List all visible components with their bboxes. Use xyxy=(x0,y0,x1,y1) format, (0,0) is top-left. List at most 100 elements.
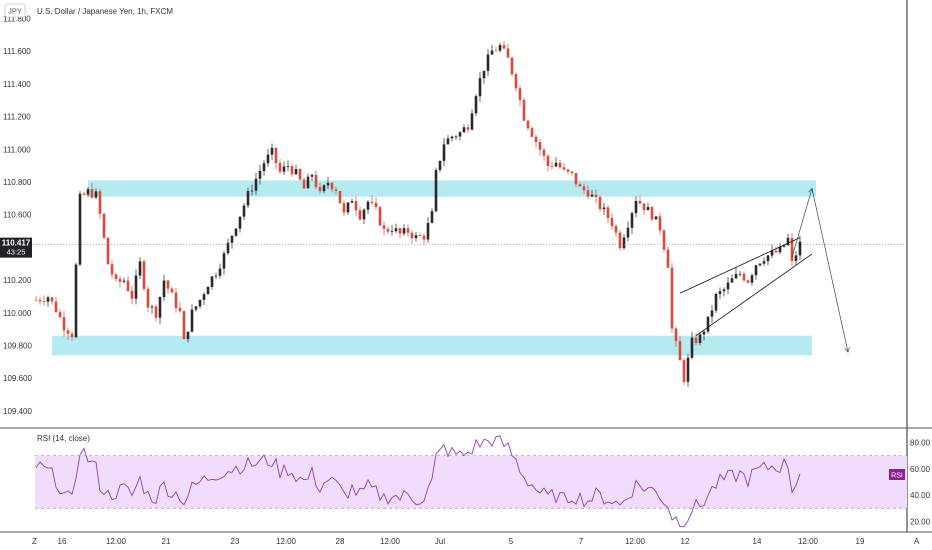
candle xyxy=(154,304,158,322)
candle xyxy=(710,305,714,324)
candle xyxy=(42,295,46,306)
candle xyxy=(386,226,390,234)
zone-1[interactable] xyxy=(88,180,816,197)
price-axis[interactable]: 111.800 111.600 111.400 111.200 111.000 110.8… xyxy=(3,15,32,416)
candle xyxy=(66,327,70,340)
candle xyxy=(650,205,654,222)
channel-line-1[interactable] xyxy=(679,237,801,294)
chart-header: JPY U.S. Dollar / Japanese Yen, 1h, FXCM xyxy=(4,3,173,18)
candle xyxy=(198,299,202,309)
candle xyxy=(790,233,794,267)
candle xyxy=(222,251,226,275)
time-tick-label: 5 xyxy=(509,537,514,546)
price-tick-label: 111.400 xyxy=(3,80,31,89)
candle xyxy=(78,190,82,267)
rsi-badge xyxy=(889,469,905,480)
candle xyxy=(466,124,470,133)
projection-arrow[interactable] xyxy=(791,188,813,258)
projection-arrow[interactable] xyxy=(811,188,849,353)
candle xyxy=(794,251,798,265)
candle xyxy=(422,233,426,246)
last-price-badge: 110.417 43:25 xyxy=(0,237,32,258)
candle xyxy=(522,97,526,122)
candle xyxy=(238,216,242,233)
candle xyxy=(178,302,182,313)
candle xyxy=(458,130,462,141)
candle xyxy=(46,295,50,307)
candle xyxy=(510,56,514,77)
candle xyxy=(690,331,694,360)
candle xyxy=(494,46,498,52)
rsi-tick-label: 80.00 xyxy=(910,439,931,448)
zone-2[interactable] xyxy=(52,335,812,356)
candle xyxy=(418,232,422,237)
candle xyxy=(270,143,274,161)
price-tick-label: 109.800 xyxy=(3,342,32,351)
candle xyxy=(694,333,698,345)
candle xyxy=(370,195,374,206)
symbol-badge-text: JPY xyxy=(8,7,22,16)
candle xyxy=(114,272,118,282)
candle xyxy=(742,271,746,282)
candle xyxy=(330,181,334,193)
candle xyxy=(766,254,770,266)
candle xyxy=(374,197,378,210)
candle xyxy=(542,147,546,161)
zoom-button[interactable]: Z xyxy=(32,537,37,546)
candle xyxy=(286,160,290,172)
candle xyxy=(574,172,578,188)
candle xyxy=(258,164,262,185)
candle xyxy=(398,227,402,239)
candle xyxy=(722,287,726,297)
candle xyxy=(326,176,330,190)
candle xyxy=(450,135,454,142)
candle xyxy=(390,225,394,236)
candle xyxy=(102,212,106,240)
candle xyxy=(350,198,354,203)
candle xyxy=(434,167,438,213)
candle xyxy=(110,259,114,279)
candle xyxy=(614,223,618,237)
price-tick-label: 110.800 xyxy=(3,178,32,187)
candle xyxy=(778,243,782,254)
rsi-tick-label: 20.00 xyxy=(910,517,931,526)
candle xyxy=(682,358,686,386)
candle xyxy=(106,237,110,265)
candle xyxy=(74,262,78,339)
trend-drawings[interactable] xyxy=(679,187,850,353)
candle xyxy=(674,326,678,347)
candle xyxy=(170,286,174,293)
candle xyxy=(230,235,234,249)
candle xyxy=(310,173,314,182)
time-axis[interactable]: 16 12:00 21 23 12:00 28 12:00 Jul 5 7 12:00 12 14 12:… xyxy=(58,537,865,546)
candle xyxy=(438,160,442,173)
channel-line-2[interactable] xyxy=(695,253,813,337)
time-tick-label: 28 xyxy=(336,537,345,546)
arrow-head xyxy=(844,347,850,353)
candle xyxy=(242,203,246,221)
candle xyxy=(550,162,554,170)
candle xyxy=(254,172,258,196)
candle xyxy=(462,124,466,133)
candle xyxy=(562,162,566,171)
rsi-tick-label: 60.00 xyxy=(910,465,931,474)
symbol-badge[interactable] xyxy=(4,3,26,18)
auto-scale-button[interactable]: A xyxy=(914,537,920,546)
candle xyxy=(122,277,126,284)
time-tick-label: 12:00 xyxy=(106,537,127,546)
candle xyxy=(362,208,366,225)
candle xyxy=(250,184,254,196)
candle xyxy=(678,336,682,361)
candle xyxy=(210,275,214,290)
rsi-line xyxy=(35,435,801,528)
candle xyxy=(190,304,194,333)
candle xyxy=(62,310,66,337)
candle xyxy=(234,228,238,237)
rsi-label: RSI (14, close) xyxy=(37,434,90,443)
candle xyxy=(446,134,450,145)
candle xyxy=(474,94,478,117)
candle xyxy=(670,263,674,334)
candle xyxy=(162,274,166,301)
candle xyxy=(318,183,322,194)
candle xyxy=(730,274,734,283)
